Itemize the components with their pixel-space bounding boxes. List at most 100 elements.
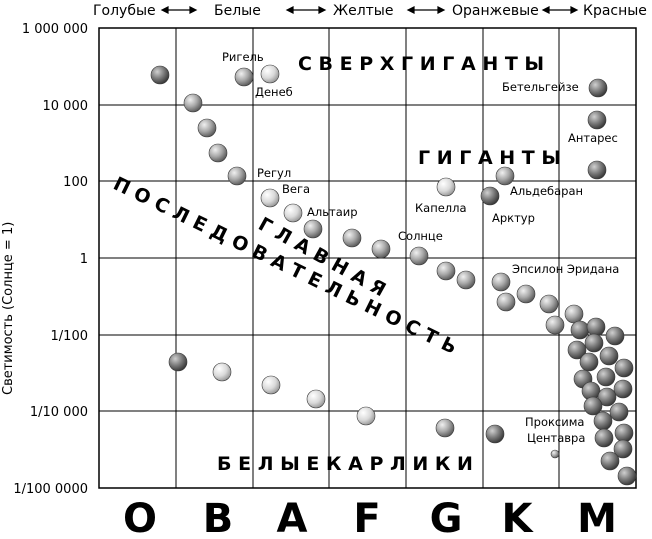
star-sphere: [306, 389, 326, 409]
star-sphere: [609, 402, 629, 422]
y-tick-label: 100: [63, 175, 88, 190]
star-sphere: [539, 294, 559, 314]
star-sphere: [197, 118, 217, 138]
star-label-proxima: Проксима: [525, 415, 584, 429]
star-label-centauri: Центавра: [527, 431, 585, 445]
star-sphere: [583, 396, 603, 416]
star-sphere: [516, 284, 536, 304]
double-arrow-icon: [160, 6, 198, 14]
y-tick-label: 1 000 000: [22, 22, 88, 37]
star-sphere: [586, 317, 606, 337]
star-sphere: [600, 451, 620, 471]
grid: [98, 27, 637, 489]
star-sphere: [261, 375, 281, 395]
y-tick-label: 1: [80, 252, 88, 267]
spectral-class-label: F: [353, 496, 380, 535]
star-sphere: [227, 166, 247, 186]
double-arrow-icon: [285, 6, 327, 14]
star-sphere: [584, 333, 604, 353]
star-sphere: [550, 449, 560, 459]
star-label-betelgeuse: Бетельгейзе: [502, 80, 579, 94]
y-tick-label: 1/10 000: [30, 405, 88, 420]
y-tick-label: 1/100: [51, 329, 88, 344]
star-sphere: [614, 423, 634, 443]
star-sphere: [495, 166, 515, 186]
star-label-epsilon-eridani: Эпсилон Эридана: [512, 262, 619, 276]
region-white-dwarfs: Б Е Л Ы Е К А Р Л И К И: [217, 453, 473, 475]
region-labels: С В Е Р Х Г И Г А Н Т Ы Г И Г А Н Т Ы П …: [110, 53, 561, 475]
spectral-class-label: B: [203, 496, 234, 535]
double-arrow-icon: [406, 6, 446, 14]
top-color-scale: Голубые Белые Желтые Оранжевые Красные: [93, 3, 647, 19]
star-sphere: [168, 352, 188, 372]
star-sphere: [614, 358, 634, 378]
star-sphere: [588, 78, 608, 98]
star-sphere: [371, 239, 391, 259]
star-sphere: [183, 93, 203, 113]
star-sphere: [436, 261, 456, 281]
color-label-white: Белые: [214, 3, 261, 19]
spectral-class-label: O: [123, 496, 157, 535]
star-sphere: [613, 379, 633, 399]
star-sphere: [593, 411, 613, 431]
region-giants: Г И Г А Н Т Ы: [418, 147, 561, 169]
star-sphere: [436, 177, 456, 197]
spectral-class-labels: O B A F G K M: [123, 496, 617, 539]
color-label-red: Красные: [583, 3, 647, 19]
star-sphere: [491, 272, 511, 292]
star-sphere: [587, 160, 607, 180]
double-arrow-icons: [160, 6, 579, 14]
region-supergiants: С В Е Р Х Г И Г А Н Т Ы: [298, 53, 544, 75]
star-label-arcturus: Арктур: [492, 211, 535, 225]
star-sphere: [496, 292, 516, 312]
star-sphere: [260, 64, 280, 84]
spectral-class-label: A: [277, 496, 308, 535]
star-sphere: [303, 219, 323, 239]
star-sphere: [283, 203, 303, 223]
star-sphere: [564, 304, 584, 324]
y-tick-labels: 1 000 000 10 000 100 1 1/100 1/10 000 1/…: [13, 22, 88, 497]
star-label-antares: Антарес: [568, 131, 618, 145]
star-label-vega: Вега: [282, 182, 310, 196]
star-sphere: [579, 352, 599, 372]
star-sphere: [545, 315, 565, 335]
star-sphere: [613, 439, 633, 459]
star-sphere: [605, 326, 625, 346]
star-label-altair: Альтаир: [307, 205, 358, 219]
star-label-deneb: Денеб: [255, 85, 293, 99]
star-sphere: [456, 270, 476, 290]
star-sphere: [435, 418, 455, 438]
star-sphere: [234, 67, 254, 87]
star-labels: Ригель Денеб Бетельгейзе Антарес Регул В…: [222, 50, 619, 445]
star-label-aldebaran: Альдебаран: [510, 184, 583, 198]
star-sphere: [567, 340, 587, 360]
spectral-class-label: G: [430, 496, 463, 535]
star-sphere: [208, 143, 228, 163]
star-sphere: [480, 186, 500, 206]
star-sphere: [356, 406, 376, 426]
star-label-rigel: Ригель: [222, 50, 264, 64]
star-sphere: [570, 320, 590, 340]
star-sphere: [599, 346, 619, 366]
star-sphere: [150, 65, 170, 85]
color-label-orange: Оранжевые: [452, 3, 539, 19]
star-sphere: [342, 228, 362, 248]
y-tick-label: 1/100 0000: [13, 482, 88, 497]
star-sphere: [587, 110, 607, 130]
color-label-blue: Голубые: [93, 3, 156, 19]
star-sphere: [594, 428, 614, 448]
region-main-sequence-line1: П О С Л Е Д О В А Т Е Л Ь Н О С Т Ь: [110, 173, 460, 359]
star-sphere: [212, 362, 232, 382]
star-sphere: [617, 466, 637, 486]
y-axis-title: Светимость (Солнце = 1): [1, 222, 16, 395]
spectral-class-label: K: [502, 496, 535, 535]
stars: [150, 64, 637, 486]
star-label-capella: Капелла: [415, 201, 467, 215]
color-label-yellow: Желтые: [333, 3, 393, 19]
spectral-class-label: M: [577, 496, 617, 535]
star-sphere: [409, 246, 429, 266]
double-arrow-icon: [541, 6, 579, 14]
star-label-sun: Солнце: [398, 229, 443, 243]
